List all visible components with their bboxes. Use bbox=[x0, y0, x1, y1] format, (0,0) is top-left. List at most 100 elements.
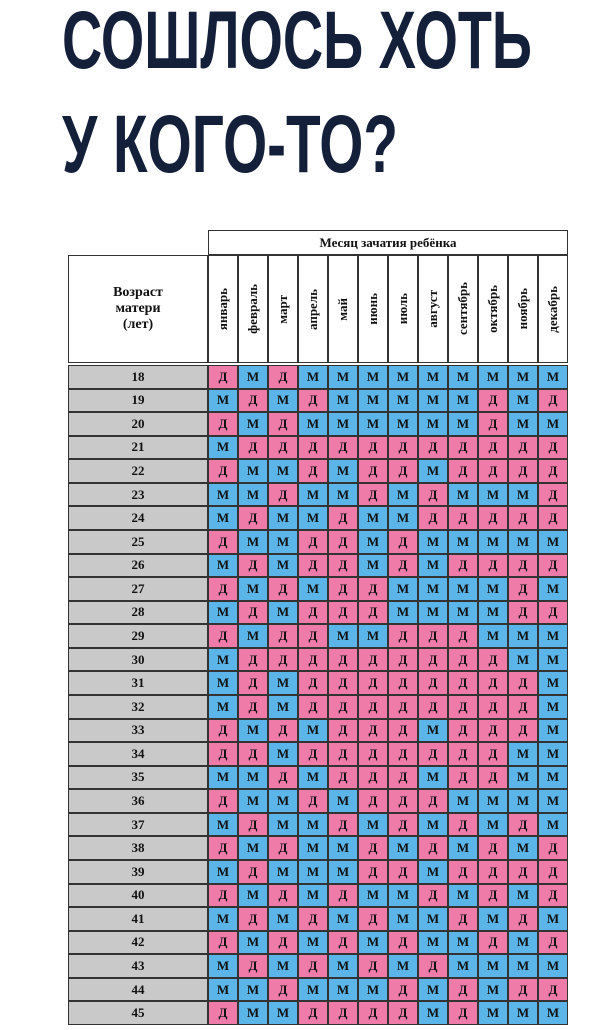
age-cell: 24 bbox=[68, 506, 208, 530]
gender-cell-text: М bbox=[366, 415, 380, 431]
gender-cell-text: М bbox=[246, 981, 260, 997]
gender-cell-text: М bbox=[456, 840, 470, 856]
gender-cell: М bbox=[448, 930, 478, 955]
gender-cell-text: М bbox=[216, 510, 230, 526]
gender-cell: М bbox=[418, 412, 448, 436]
gender-cell-text: Д bbox=[548, 439, 558, 455]
gender-cell-text: М bbox=[486, 368, 500, 384]
gender-cell-text: Д bbox=[248, 510, 258, 526]
gender-cell-text: Д bbox=[248, 439, 258, 455]
gender-cell-text: Д bbox=[518, 463, 528, 479]
gender-cell-text: Д bbox=[398, 816, 408, 832]
gender-cell: М bbox=[208, 506, 238, 530]
gender-cell: Д bbox=[208, 718, 238, 743]
gender-cell: М bbox=[448, 789, 478, 813]
gender-cell: М bbox=[208, 671, 238, 695]
gender-cell-text: М bbox=[516, 934, 530, 950]
age-cell-text: 36 bbox=[131, 793, 145, 809]
gender-cell-text: М bbox=[306, 580, 320, 596]
gender-cell-text: Д bbox=[278, 934, 288, 950]
gender-cell-text: М bbox=[546, 651, 560, 667]
age-cell: 36 bbox=[68, 789, 208, 813]
gender-cell-text: Д bbox=[308, 651, 318, 667]
gender-cell: М bbox=[508, 482, 538, 507]
gender-cell: М bbox=[418, 459, 448, 483]
gender-cell-text: Д bbox=[458, 463, 468, 479]
gender-cell-text: М bbox=[336, 415, 350, 431]
gender-cell: Д bbox=[298, 742, 328, 766]
gender-cell-text: Д bbox=[518, 816, 528, 832]
gender-cell-text: М bbox=[366, 533, 380, 549]
gender-cell: М bbox=[538, 529, 568, 554]
gender-cell: Д bbox=[208, 883, 238, 908]
gender-cell: Д bbox=[208, 789, 238, 813]
gender-cell: Д bbox=[208, 459, 238, 483]
gender-cell-text: М bbox=[456, 533, 470, 549]
age-cell: 41 bbox=[68, 907, 208, 931]
gender-cell: Д bbox=[238, 435, 268, 460]
gender-cell: М bbox=[538, 718, 568, 743]
gender-cell-text: М bbox=[216, 958, 230, 974]
gender-cell-text: Д bbox=[278, 628, 288, 644]
age-cell: 39 bbox=[68, 859, 208, 884]
gender-cell-text: Д bbox=[248, 958, 258, 974]
gender-cell-text: Д bbox=[398, 745, 408, 761]
age-cell-text: 45 bbox=[131, 1005, 145, 1021]
gender-cell-text: Д bbox=[398, 651, 408, 667]
gender-cell-text: Д bbox=[338, 722, 348, 738]
gender-cell-text: М bbox=[486, 533, 500, 549]
gender-cell: Д bbox=[208, 412, 238, 436]
gender-cell-text: Д bbox=[248, 557, 258, 573]
gender-cell: М bbox=[268, 812, 298, 837]
gender-cell-text: Д bbox=[428, 510, 438, 526]
gender-cell-text: М bbox=[486, 604, 500, 620]
age-cell: 34 bbox=[68, 742, 208, 766]
gender-cell: М bbox=[238, 883, 268, 908]
gender-cell-text: М bbox=[246, 840, 260, 856]
gender-cell: Д bbox=[208, 365, 238, 389]
gender-cell-text: Д bbox=[488, 415, 498, 431]
gender-cell: Д bbox=[388, 765, 418, 790]
gender-cell: Д bbox=[328, 742, 358, 766]
gender-cell: М bbox=[298, 577, 328, 601]
gender-cell: Д bbox=[268, 577, 298, 601]
gender-cell-text: М bbox=[336, 463, 350, 479]
gender-cell: Д bbox=[298, 388, 328, 413]
age-cell: 31 bbox=[68, 671, 208, 695]
gender-cell-text: М bbox=[306, 415, 320, 431]
age-cell: 26 bbox=[68, 553, 208, 578]
gender-cell: Д bbox=[328, 812, 358, 837]
gender-cell: М bbox=[538, 907, 568, 931]
gender-cell: М bbox=[298, 765, 328, 790]
gender-cell-text: Д bbox=[278, 769, 288, 785]
gender-cell-text: Д bbox=[548, 863, 558, 879]
gender-cell-text: М bbox=[516, 368, 530, 384]
gender-cell: Д bbox=[388, 930, 418, 955]
month-header: сентябрь bbox=[448, 255, 478, 363]
gender-cell-text: М bbox=[336, 486, 350, 502]
gender-cell: М bbox=[508, 529, 538, 554]
gender-cell-text: Д bbox=[458, 510, 468, 526]
gender-cell: М bbox=[478, 977, 508, 1002]
gender-cell-text: М bbox=[276, 463, 290, 479]
gender-cell-text: М bbox=[396, 958, 410, 974]
gender-cell-text: Д bbox=[218, 463, 228, 479]
gender-cell: М bbox=[538, 765, 568, 790]
gender-cell: М bbox=[478, 600, 508, 625]
gender-cell: М bbox=[358, 412, 388, 436]
gender-cell-text: М bbox=[426, 722, 440, 738]
gender-cell: М bbox=[208, 647, 238, 672]
gender-cell-text: М bbox=[546, 958, 560, 974]
gender-cell: Д bbox=[448, 977, 478, 1002]
gender-cell: Д bbox=[268, 836, 298, 860]
gender-cell-text: М bbox=[336, 981, 350, 997]
gender-cell: М bbox=[418, 365, 448, 389]
gender-cell: М bbox=[538, 1001, 568, 1025]
gender-cell-text: Д bbox=[278, 981, 288, 997]
gender-cell: М bbox=[388, 577, 418, 601]
gender-cell-text: Д bbox=[548, 486, 558, 502]
gender-cell-text: М bbox=[456, 604, 470, 620]
gender-cell: Д bbox=[538, 506, 568, 530]
age-cell: 40 bbox=[68, 883, 208, 908]
gender-cell: Д bbox=[388, 529, 418, 554]
